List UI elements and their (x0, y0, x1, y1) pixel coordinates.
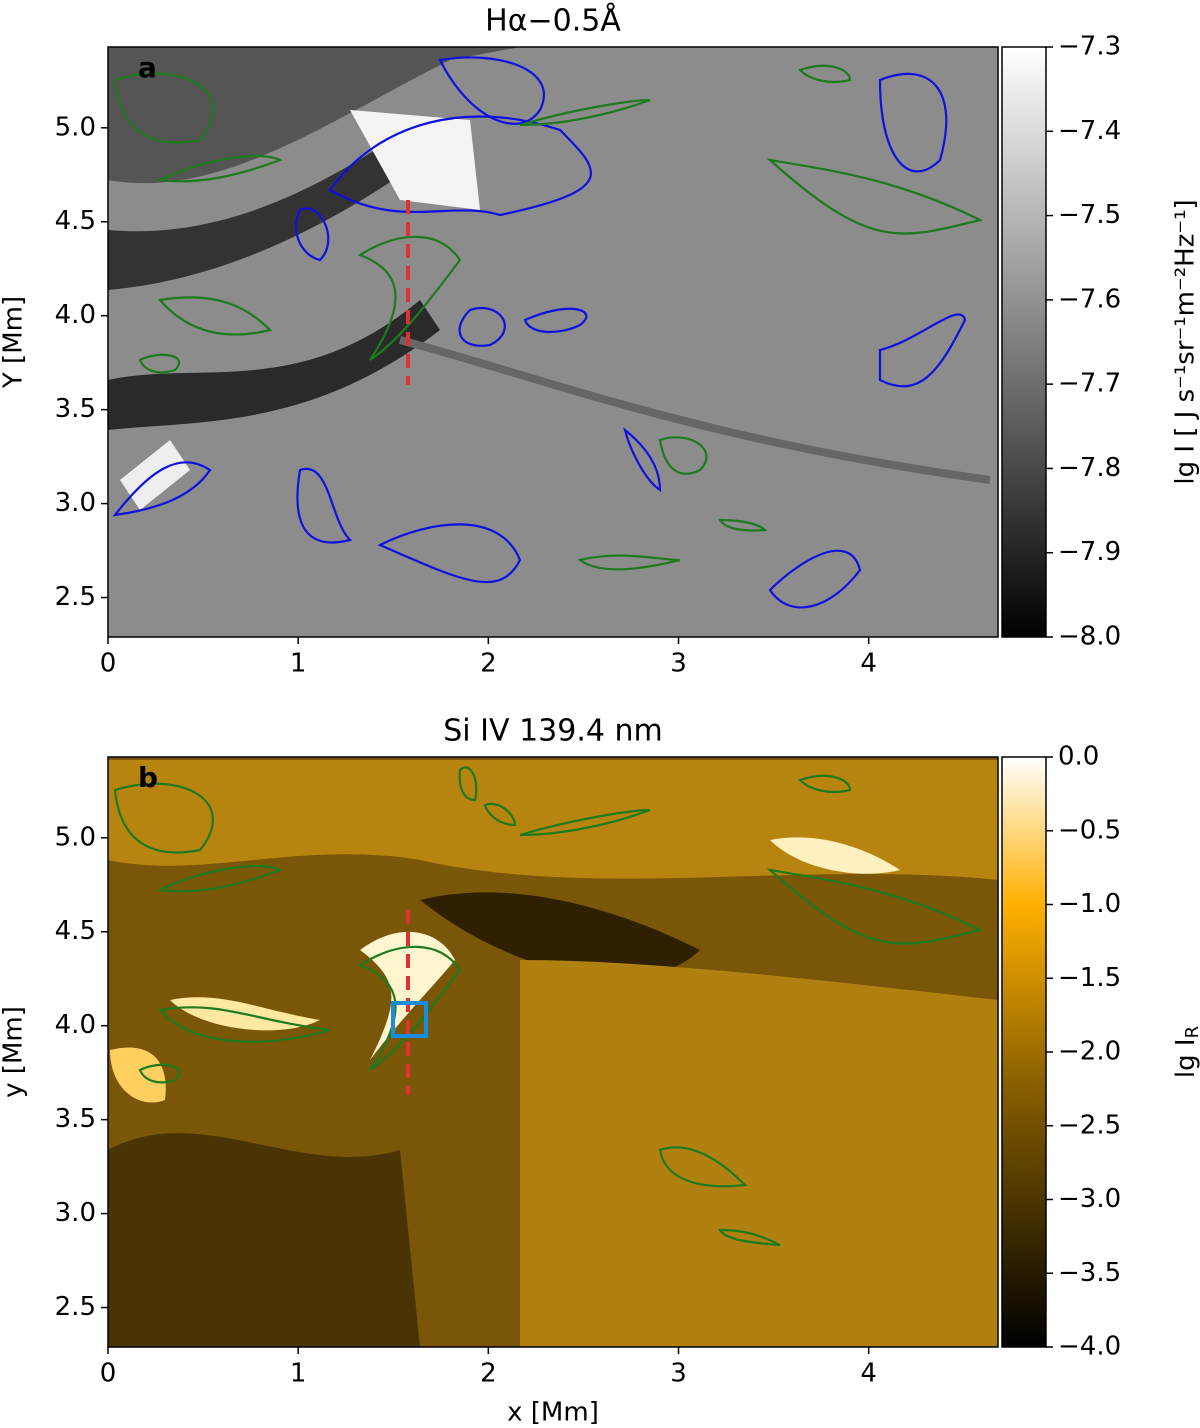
colorbar-tick-label: −3.0 (1058, 1184, 1121, 1214)
colorbar-label-text: lg I (1171, 1038, 1200, 1078)
x-tick-label: 4 (860, 1359, 877, 1389)
colorbar-tick-label: −7.5 (1058, 200, 1121, 230)
y-tick-label: 3.0 (55, 1198, 96, 1228)
colorbar-label: lg I [ J s⁻¹sr⁻¹m⁻²Hz⁻¹] (1171, 199, 1200, 484)
colorbar-tick-label: −7.8 (1058, 453, 1121, 483)
y-tick-label: 3.5 (55, 394, 96, 424)
panel-label: a (138, 51, 157, 84)
y-axis-label: y [Mm] (0, 1006, 29, 1098)
colorbar-tick-label: −7.7 (1058, 369, 1121, 399)
plot-frame (107, 756, 999, 1348)
colorbar-tick-label: −2.0 (1058, 1037, 1121, 1067)
x-axis-label: x [Mm] (507, 1398, 599, 1428)
y-tick-label: 5.0 (55, 822, 96, 852)
x-tick-label: 0 (100, 649, 117, 679)
x-tick-label: 0 (100, 1359, 117, 1389)
y-tick-label: 3.5 (55, 1104, 96, 1134)
colorbar-tick-label: −7.6 (1058, 284, 1121, 314)
plot-frame (107, 46, 999, 638)
x-tick-label: 1 (290, 649, 307, 679)
colorbar-tick-label: −4.0 (1058, 1332, 1121, 1362)
colorbar-tick-label: −0.5 (1058, 815, 1121, 845)
x-tick-label: 2 (480, 1359, 497, 1389)
x-tick-label: 3 (670, 649, 687, 679)
colorbar-label: lg IR (1171, 1026, 1200, 1078)
colorbar-tick-label: −1.0 (1058, 889, 1121, 919)
y-tick-label: 4.5 (55, 206, 96, 236)
y-tick-label: 3.0 (55, 488, 96, 518)
colorbar-tick-label: −1.5 (1058, 963, 1121, 993)
colorbar-tick-label: 0.0 (1058, 742, 1099, 772)
colorbar-tick-label: −7.4 (1058, 116, 1121, 146)
x-tick-label: 3 (670, 1359, 687, 1389)
chart-title: Si IV 139.4 nm (443, 714, 662, 749)
y-tick-label: 4.0 (55, 1010, 96, 1040)
y-tick-label: 2.5 (55, 1292, 96, 1322)
image-a (108, 47, 998, 637)
chart-title: Hα−0.5Å (485, 3, 621, 39)
y-tick-label: 4.5 (55, 916, 96, 946)
x-tick-label: 1 (290, 1359, 307, 1389)
panel-label: b (138, 761, 158, 794)
colorbar-tick-label: −8.0 (1058, 622, 1121, 652)
image-b (108, 757, 998, 1347)
colorbar-label-subscript: R (1182, 1026, 1200, 1039)
y-tick-label: 2.5 (55, 582, 96, 612)
y-axis-label: Y [Mm] (0, 296, 29, 389)
y-tick-label: 4.0 (55, 300, 96, 330)
x-tick-label: 2 (480, 649, 497, 679)
colorbar-tick-label: −2.5 (1058, 1110, 1121, 1140)
colorbar-tick-label: −7.9 (1058, 537, 1121, 567)
colorbar (1001, 46, 1047, 638)
colorbar-tick-label: −7.3 (1058, 32, 1121, 62)
colorbar-tick-label: −3.5 (1058, 1258, 1121, 1288)
colorbar (1001, 756, 1047, 1348)
x-tick-label: 4 (860, 649, 877, 679)
y-tick-label: 5.0 (55, 112, 96, 142)
